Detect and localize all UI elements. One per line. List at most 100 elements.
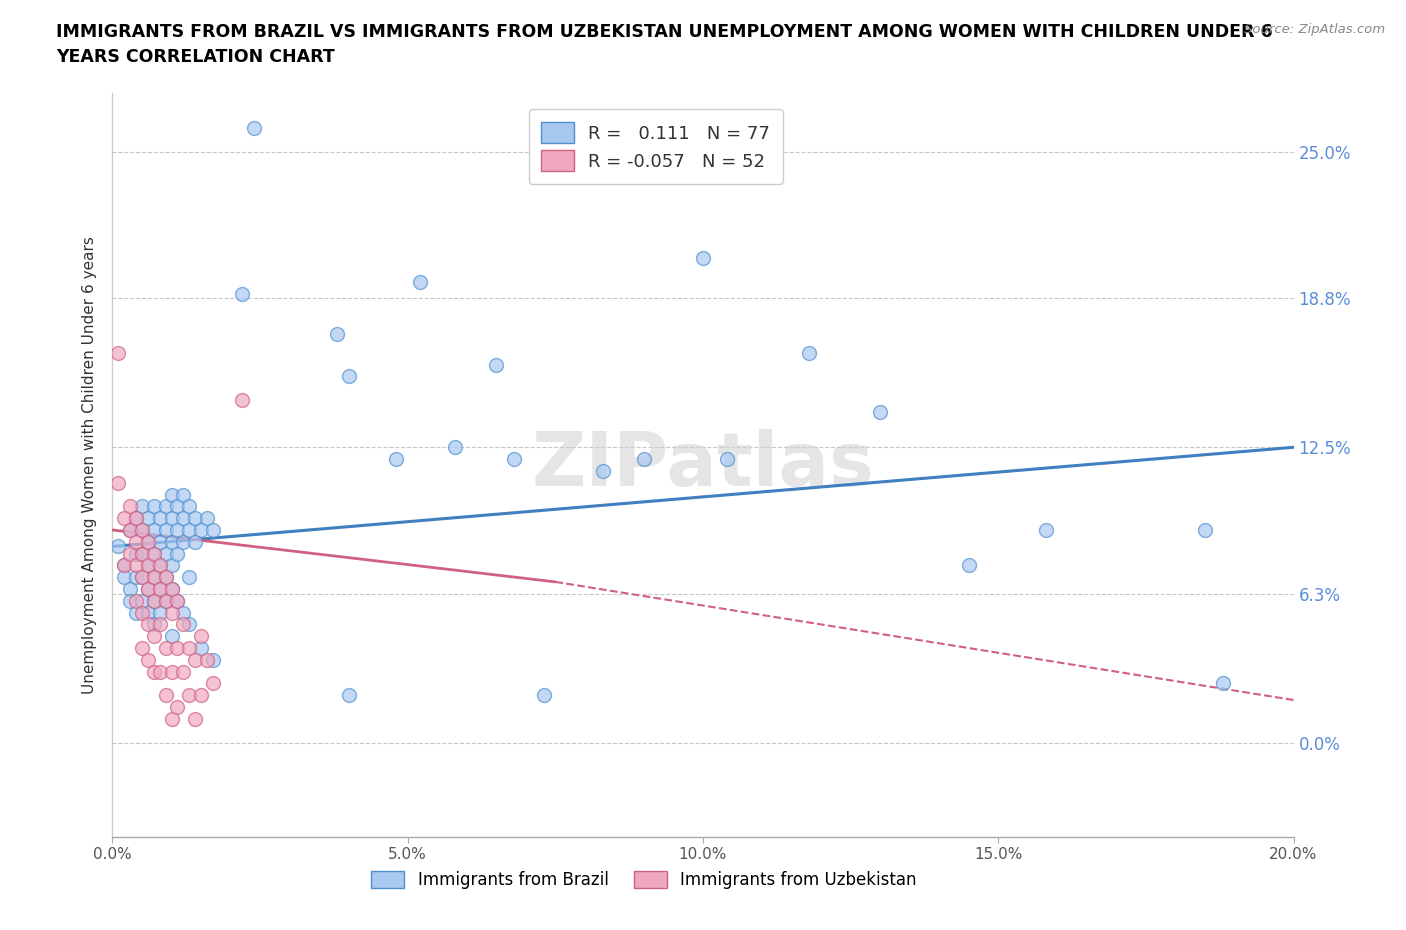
Point	[125, 535, 148, 550]
Point	[408, 274, 430, 289]
Point	[136, 581, 159, 596]
Point	[149, 535, 172, 550]
Point	[195, 511, 218, 525]
Point	[160, 511, 183, 525]
Point	[120, 581, 142, 596]
Point	[201, 676, 224, 691]
Point	[142, 570, 165, 585]
Point	[136, 581, 159, 596]
Point	[160, 581, 183, 596]
Point	[120, 523, 142, 538]
Point	[125, 511, 148, 525]
Point	[869, 405, 891, 419]
Point	[172, 605, 194, 620]
Point	[179, 498, 201, 513]
Point	[166, 498, 188, 513]
Point	[125, 546, 148, 561]
Point	[125, 511, 148, 525]
Point	[166, 641, 188, 656]
Point	[155, 593, 177, 608]
Point	[142, 570, 165, 585]
Point	[243, 121, 266, 136]
Point	[125, 605, 148, 620]
Point	[142, 593, 165, 608]
Point	[136, 511, 159, 525]
Point	[107, 475, 129, 490]
Point	[160, 664, 183, 679]
Point	[184, 653, 207, 668]
Point	[716, 452, 738, 467]
Point	[107, 539, 129, 554]
Point	[485, 357, 508, 372]
Point	[160, 487, 183, 502]
Point	[166, 699, 188, 714]
Point	[142, 523, 165, 538]
Point	[799, 345, 821, 360]
Point	[120, 523, 142, 538]
Point	[326, 326, 349, 341]
Point	[160, 711, 183, 726]
Point	[172, 487, 194, 502]
Point	[201, 523, 224, 538]
Point	[107, 345, 129, 360]
Point	[131, 641, 153, 656]
Point	[155, 570, 177, 585]
Point	[155, 593, 177, 608]
Point	[136, 605, 159, 620]
Point	[1212, 676, 1234, 691]
Point	[160, 581, 183, 596]
Point	[337, 369, 360, 384]
Point	[503, 452, 526, 467]
Point	[131, 498, 153, 513]
Point	[125, 558, 148, 573]
Point	[692, 251, 714, 266]
Point	[149, 581, 172, 596]
Point	[160, 605, 183, 620]
Point	[155, 546, 177, 561]
Point	[149, 664, 172, 679]
Point	[136, 558, 159, 573]
Point	[190, 688, 212, 703]
Point	[166, 546, 188, 561]
Point	[160, 535, 183, 550]
Point	[142, 664, 165, 679]
Text: ZIPatlas: ZIPatlas	[531, 429, 875, 501]
Point	[142, 629, 165, 644]
Point	[337, 688, 360, 703]
Point	[166, 593, 188, 608]
Point	[155, 523, 177, 538]
Point	[195, 653, 218, 668]
Point	[172, 535, 194, 550]
Point	[179, 523, 201, 538]
Point	[136, 535, 159, 550]
Point	[112, 570, 135, 585]
Point	[142, 593, 165, 608]
Point	[131, 523, 153, 538]
Point	[166, 593, 188, 608]
Point	[179, 688, 201, 703]
Point	[231, 286, 253, 301]
Point	[190, 629, 212, 644]
Text: Source: ZipAtlas.com: Source: ZipAtlas.com	[1244, 23, 1385, 36]
Point	[149, 605, 172, 620]
Point	[385, 452, 408, 467]
Point	[184, 711, 207, 726]
Point	[120, 498, 142, 513]
Point	[142, 546, 165, 561]
Point	[112, 511, 135, 525]
Point	[155, 641, 177, 656]
Point	[131, 523, 153, 538]
Point	[179, 570, 201, 585]
Point	[444, 440, 467, 455]
Point	[131, 570, 153, 585]
Point	[1035, 523, 1057, 538]
Point	[120, 546, 142, 561]
Point	[231, 392, 253, 407]
Point	[957, 558, 980, 573]
Point	[149, 581, 172, 596]
Point	[142, 546, 165, 561]
Point	[633, 452, 655, 467]
Point	[184, 511, 207, 525]
Point	[136, 558, 159, 573]
Point	[112, 558, 135, 573]
